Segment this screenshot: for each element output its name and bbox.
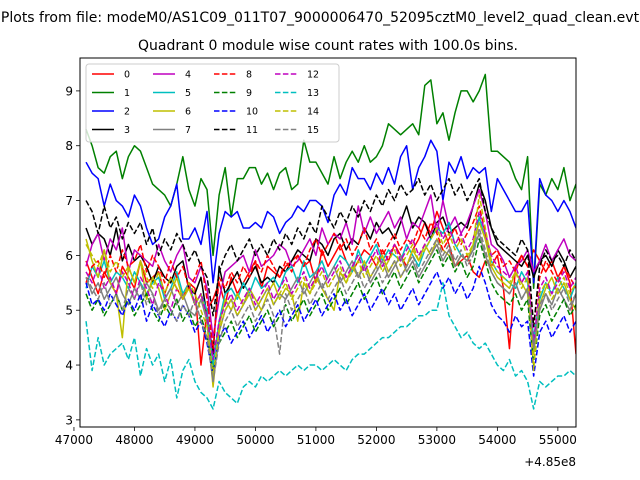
legend-label-10: 10 — [246, 107, 258, 118]
x-axis: 47000 48000 49000 50000 51000 52000 53000 54000… — [55, 427, 577, 447]
legend-label-6: 6 — [185, 107, 191, 118]
y-axis: 3 4 5 6 7 8 9 — [65, 84, 80, 427]
legend-label-2: 2 — [124, 107, 130, 118]
y-tick-label: 6 — [65, 249, 73, 263]
legend-label-0: 0 — [124, 70, 130, 81]
legend-label-3: 3 — [124, 125, 130, 136]
y-tick-label: 8 — [65, 139, 73, 153]
x-tick-label: 55000 — [539, 433, 577, 447]
legend-label-9: 9 — [246, 88, 252, 99]
series-line-14 — [85, 194, 576, 377]
series-line-11 — [85, 177, 576, 328]
series-line-9 — [85, 238, 576, 372]
y-tick-label: 7 — [65, 194, 73, 208]
x-tick-label: 48000 — [115, 433, 153, 447]
x-tick-label: 49000 — [176, 433, 214, 447]
x-tick-label: 47000 — [55, 433, 93, 447]
x-tick-label: 52000 — [357, 433, 395, 447]
plot-frame — [79, 57, 577, 428]
y-tick-label: 4 — [65, 359, 73, 373]
legend-label-11: 11 — [246, 125, 258, 136]
series-line-3 — [85, 183, 576, 355]
series-line-15 — [85, 227, 576, 383]
legend-box — [85, 63, 340, 143]
chart-title: Quadrant 0 module wise count rates with … — [138, 38, 518, 54]
legend-label-13: 13 — [307, 88, 319, 99]
figure-suptitle: Plots from file: modeM0/AS1C09_011T07_90… — [1, 10, 640, 26]
x-axis-offset-label: +4.85e8 — [524, 455, 576, 469]
series-line-12 — [85, 210, 576, 361]
series-line-6 — [85, 221, 576, 388]
y-tick-label: 5 — [65, 304, 73, 318]
legend-label-8: 8 — [246, 70, 252, 81]
series-layer — [85, 73, 576, 410]
legend-label-5: 5 — [185, 88, 191, 99]
x-tick-label: 53000 — [418, 433, 456, 447]
series-line-8 — [85, 205, 576, 350]
y-tick-label: 9 — [65, 84, 73, 98]
series-line-2 — [85, 139, 576, 284]
x-tick-label: 51000 — [297, 433, 335, 447]
legend-label-1: 1 — [124, 88, 130, 99]
legend-label-4: 4 — [185, 70, 191, 81]
legend-label-14: 14 — [307, 107, 319, 118]
series-line-13 — [85, 282, 576, 410]
legend-label-15: 15 — [307, 125, 319, 136]
x-tick-label: 50000 — [236, 433, 274, 447]
y-tick-label: 3 — [65, 413, 73, 427]
legend-label-12: 12 — [307, 70, 319, 81]
x-tick-label: 54000 — [478, 433, 516, 447]
legend-label-7: 7 — [185, 125, 191, 136]
